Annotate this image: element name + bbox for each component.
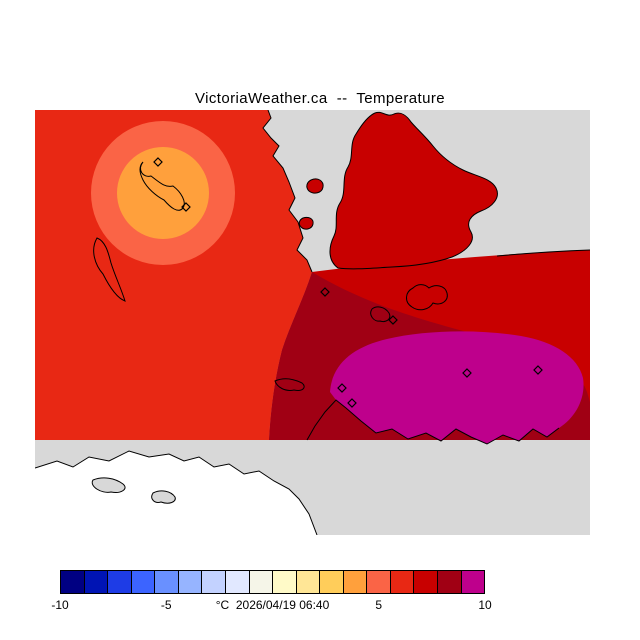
colorbar-caption: °C 2026/04/19 06:40 xyxy=(215,598,330,612)
colorbar-segment xyxy=(272,570,297,594)
colorbar-segment xyxy=(413,570,438,594)
lake xyxy=(91,477,126,493)
colorbar-tick-max: 10 xyxy=(478,598,492,612)
lake xyxy=(151,490,176,504)
station-marker-diamond xyxy=(153,157,163,167)
colorbar-segment xyxy=(389,570,415,594)
colorbar-segment xyxy=(154,570,179,594)
colorbar-labels: -10 -5 °C 2026/04/19 06:40 5 10 xyxy=(51,598,491,614)
colorbar-segment xyxy=(460,570,486,594)
magenta-region xyxy=(330,331,584,444)
colorbar-segment xyxy=(83,570,109,594)
colorbar-segment xyxy=(130,570,156,594)
colorbar-segment xyxy=(60,570,85,594)
land-no-data xyxy=(35,451,317,535)
station-marker-diamond xyxy=(337,383,347,393)
landmass-region xyxy=(329,111,498,270)
island-outline xyxy=(406,284,448,311)
colorbar-segment xyxy=(177,570,203,594)
station-marker-diamond xyxy=(181,202,191,212)
colorbar-segment xyxy=(107,570,132,594)
coastline xyxy=(306,399,560,445)
station-marker-diamond xyxy=(320,287,330,297)
station-marker-diamond xyxy=(533,365,543,375)
warm-core xyxy=(117,147,209,239)
coastline xyxy=(34,450,318,536)
islet xyxy=(306,178,324,194)
colorbar-tick-min: -10 xyxy=(51,598,69,612)
plot-title: VictoriaWeather.ca -- Temperature xyxy=(195,90,445,107)
colorbar xyxy=(60,570,486,594)
station-marker-diamond xyxy=(462,368,472,378)
temperature-map xyxy=(34,109,591,536)
island-outline xyxy=(274,378,305,391)
colorbar-tick-5: 5 xyxy=(375,598,383,612)
colorbar-segment xyxy=(342,570,368,594)
coastline xyxy=(496,249,591,257)
colorbar-segment xyxy=(437,570,462,594)
colorbar-segment xyxy=(319,570,344,594)
islet xyxy=(298,216,314,230)
station-marker-diamond xyxy=(347,398,357,408)
island-outline xyxy=(93,237,126,302)
colorbar-tick-neg5: -5 xyxy=(160,598,172,612)
island-outline xyxy=(370,306,391,322)
colorbar-segment xyxy=(224,570,250,594)
station-markers xyxy=(153,157,543,408)
temperature-map-svg xyxy=(34,109,591,536)
station-marker-diamond xyxy=(388,315,398,325)
colorbar-segment xyxy=(201,570,226,594)
colorbar-segment xyxy=(295,570,321,594)
colorbar-segment xyxy=(248,570,274,594)
coastline xyxy=(262,109,313,273)
colorbar-segment xyxy=(366,570,391,594)
